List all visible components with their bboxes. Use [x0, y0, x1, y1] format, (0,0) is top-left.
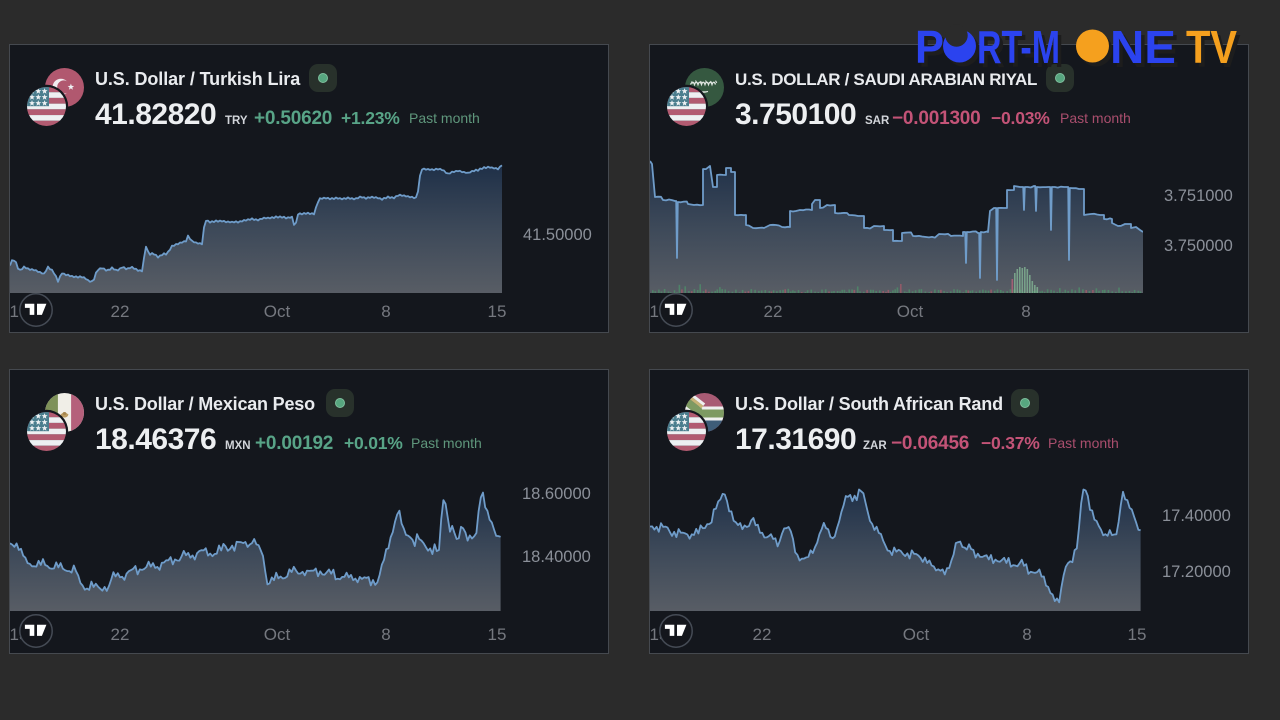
svg-text:RT-M: RT-M	[977, 21, 1060, 73]
svg-text:RT-M: RT-M	[981, 25, 1064, 77]
svg-text:NE: NE	[1110, 21, 1176, 73]
svg-text:P: P	[915, 21, 944, 73]
svg-text:TV: TV	[1186, 21, 1237, 73]
svg-text:TV: TV	[1190, 25, 1241, 77]
svg-text:P: P	[919, 25, 948, 77]
svg-text:NE: NE	[1114, 25, 1180, 77]
